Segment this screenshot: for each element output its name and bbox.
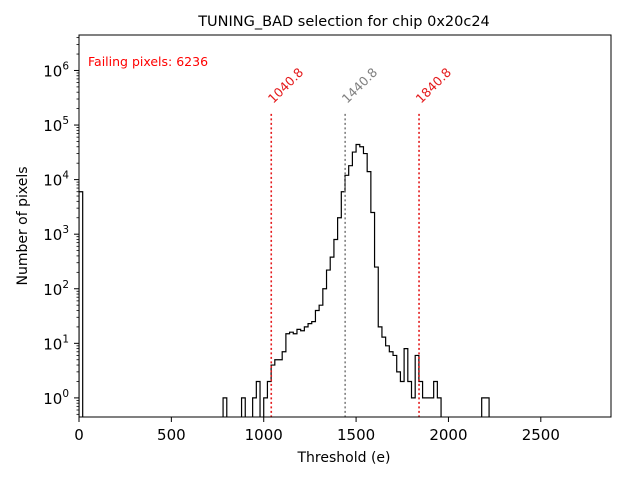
y-tick-label: 105 [43, 115, 69, 135]
y-tick-label: 102 [43, 279, 69, 299]
y-axis-label: Number of pixels [15, 166, 31, 285]
y-tick-label: 106 [43, 60, 69, 80]
x-tick-label: 1500 [337, 426, 375, 444]
x-tick-label: 0 [74, 426, 84, 444]
failing-pixels-annotation: Failing pixels: 6236 [88, 54, 208, 69]
chart-title: TUNING_BAD selection for chip 0x20c24 [197, 14, 490, 30]
x-tick-label: 500 [157, 426, 186, 444]
x-axis: 0 500 1000 1500 2000 2500 [74, 417, 560, 444]
threshold-label-1: 1440.8 [339, 65, 381, 107]
y-tick-label: 103 [43, 224, 69, 244]
y-tick-label: 100 [43, 388, 69, 408]
x-tick-label: 2500 [522, 426, 560, 444]
threshold-label-2: 1840.8 [413, 65, 455, 107]
plot-area: 1040.8 1440.8 1840.8 [78, 34, 612, 418]
x-tick-label: 2000 [429, 426, 467, 444]
x-axis-label: Threshold (e) [297, 450, 391, 466]
threshold-label-0: 1040.8 [265, 65, 307, 107]
y-tick-label: 104 [43, 170, 69, 190]
plot-frame [78, 34, 612, 418]
y-axis: 100 101 102 103 104 105 106 [43, 37, 79, 415]
x-tick-label: 1000 [245, 426, 283, 444]
y-tick-label: 101 [43, 333, 69, 353]
histogram-steps [79, 143, 490, 417]
